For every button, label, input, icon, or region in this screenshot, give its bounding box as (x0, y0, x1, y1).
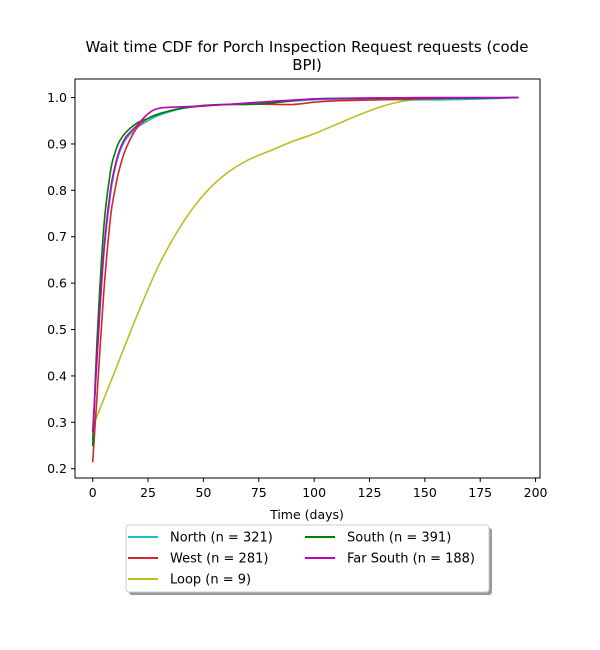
chart-title-line-2: BPI) (292, 56, 322, 74)
x-tick-label: 75 (251, 485, 267, 500)
x-tick-label: 100 (302, 485, 326, 500)
series-line-loop (91, 96, 519, 428)
y-tick-label: 0.7 (47, 229, 67, 244)
x-axis-label: Time (days) (269, 507, 344, 522)
y-tick-label: 0.9 (47, 136, 67, 151)
y-tick-label: 1.0 (47, 90, 67, 105)
x-tick-label: 0 (89, 485, 97, 500)
y-tick-label: 0.3 (47, 415, 67, 430)
legend-label: Loop (n = 9) (170, 573, 251, 588)
y-tick-label: 0.6 (47, 276, 67, 291)
x-tick-label: 125 (358, 485, 382, 500)
y-tick-label: 0.2 (47, 461, 67, 476)
x-tick-label: 25 (140, 485, 156, 500)
y-tick-label: 0.5 (47, 322, 67, 337)
legend-label: West (n = 281) (170, 552, 268, 567)
y-axis: 0.2 0.3 0.4 0.5 0.6 0.7 0.8 0.9 1.0 (47, 90, 75, 476)
x-axis: 0 25 50 75 100 125 150 175 200 (89, 478, 548, 500)
x-tick-label: 200 (524, 485, 548, 500)
x-tick-label: 50 (195, 485, 211, 500)
plot-frame (74, 78, 541, 479)
legend-entries: North (n = 321) West (n = 281) Loop (n = 9… (128, 531, 475, 588)
series-line-west (91, 96, 519, 463)
legend: North (n = 321) West (n = 281) Loop (n = 9… (125, 524, 492, 595)
x-tick-label: 175 (468, 485, 492, 500)
chart-title-line-1: Wait time CDF for Porch Inspection Reque… (86, 38, 529, 56)
legend-label: South (n = 391) (347, 531, 451, 546)
y-tick-label: 0.8 (47, 183, 67, 198)
legend-label: Far South (n = 188) (347, 552, 475, 567)
plot-lines (91, 96, 519, 463)
x-tick-label: 150 (413, 485, 437, 500)
y-tick-label: 0.4 (47, 368, 67, 383)
legend-label: North (n = 321) (170, 531, 273, 546)
series-line-far-south (91, 96, 519, 433)
